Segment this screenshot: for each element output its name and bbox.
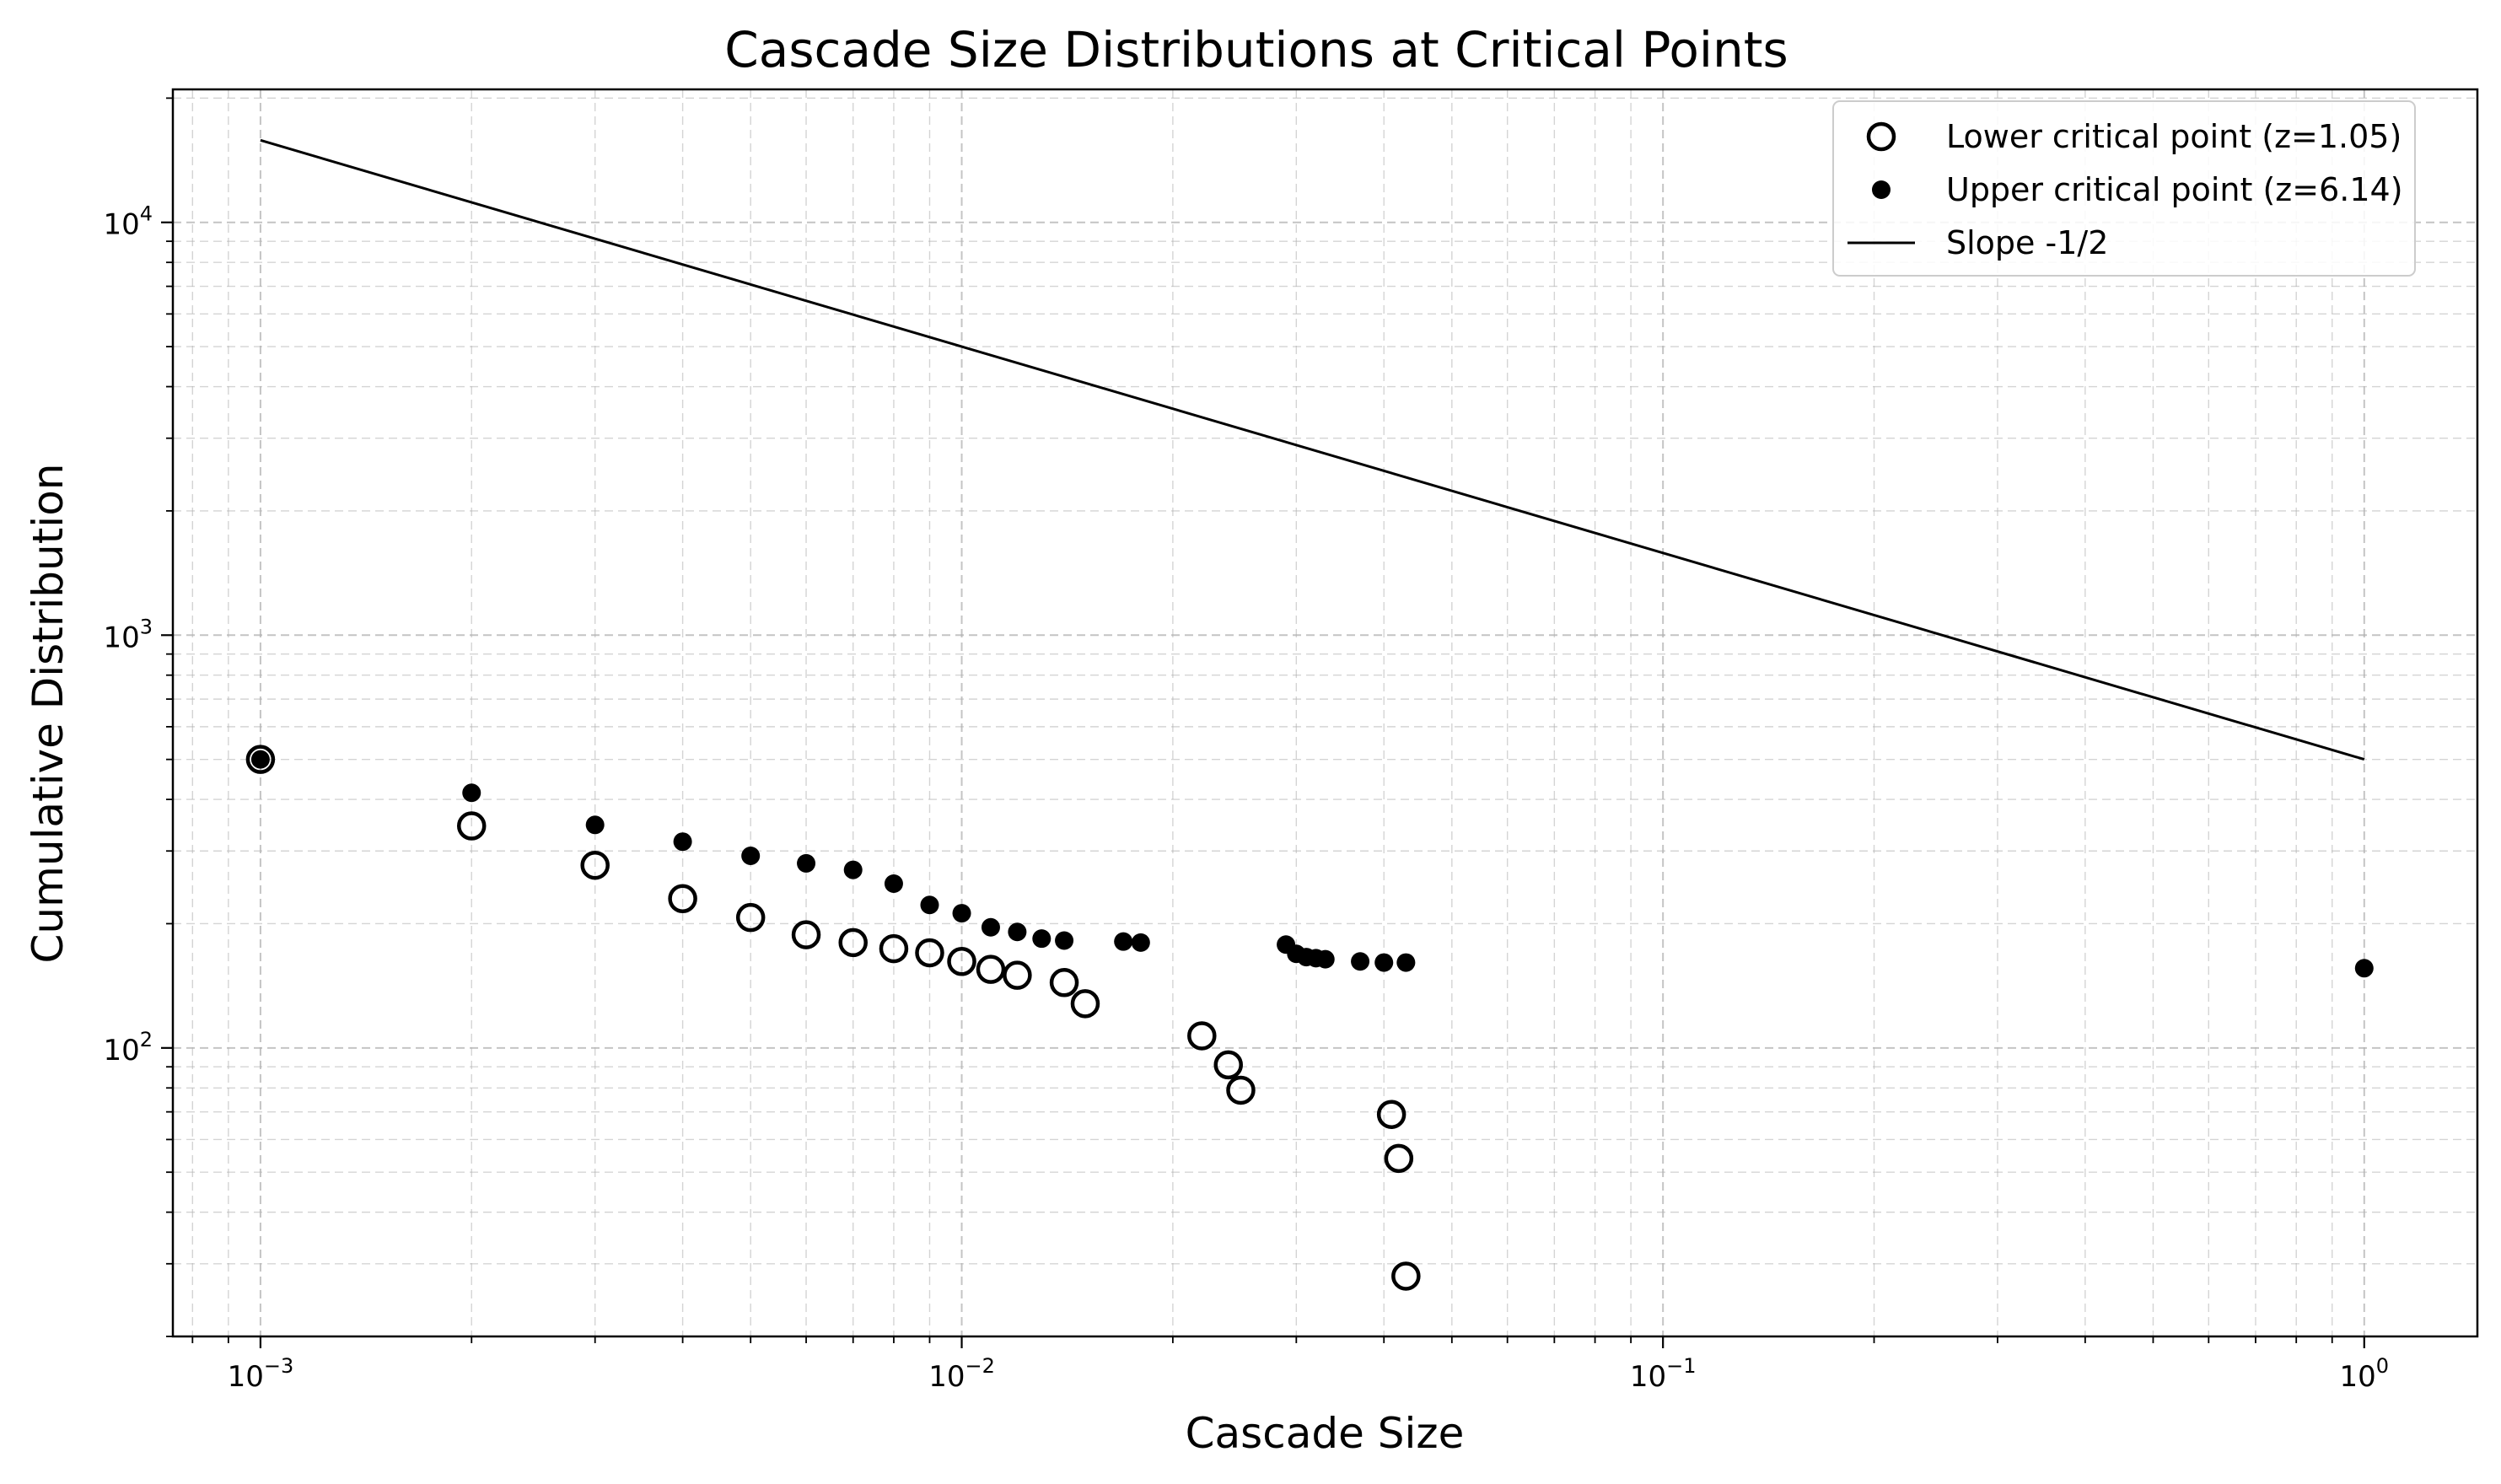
lower-critical-point (1070, 989, 1100, 1019)
y-axis-label: Cumulative Distribution (24, 464, 73, 964)
upper-critical-point (1374, 953, 1394, 972)
upper-critical-point (1032, 929, 1051, 949)
y-tick-label: 103 (103, 615, 153, 654)
lower-critical-point (1213, 1050, 1243, 1080)
legend-box (1832, 100, 2416, 277)
lower-critical-point (791, 920, 821, 949)
lower-critical-point (245, 745, 276, 774)
legend-marker-hollow (1866, 121, 1896, 152)
upper-critical-point (884, 874, 903, 894)
lower-critical-point (1187, 1021, 1217, 1051)
upper-critical-point (1396, 953, 1416, 972)
lower-critical-point (1376, 1100, 1406, 1129)
upper-critical-point (1008, 922, 1027, 942)
lower-critical-point (1049, 968, 1079, 997)
upper-critical-point (797, 853, 816, 873)
lower-critical-point (915, 938, 944, 968)
lower-critical-point (735, 902, 766, 933)
series-2 (250, 750, 2374, 978)
grid (173, 89, 2477, 1337)
upper-critical-point (1055, 931, 1074, 950)
x-tick-label: 100 (2340, 1354, 2390, 1394)
axis-ticks: 10−3 10−2 10−1 100 102 103 104 (103, 97, 2390, 1394)
x-tick-label: 10−1 (1630, 1354, 1697, 1394)
upper-critical-point (1315, 949, 1335, 969)
legend-marker-filled (1872, 180, 1891, 199)
legend-label: Slope -1/2 (1946, 224, 2108, 261)
upper-critical-point (250, 750, 270, 769)
upper-critical-point (920, 895, 939, 915)
legend: Lower critical point (z=1.05) Upper criti… (1832, 100, 2416, 277)
slope-reference-line (260, 138, 2365, 761)
upper-critical-point (585, 815, 605, 835)
lower-critical-point (1226, 1075, 1256, 1105)
x-tick-label: 10−2 (928, 1354, 995, 1394)
x-tick-label: 10−3 (228, 1354, 294, 1394)
x-axis-label: Cascade Size (1186, 1409, 1465, 1458)
lower-critical-point (580, 850, 610, 880)
lower-critical-point (838, 928, 868, 958)
y-tick-label: 104 (103, 202, 153, 242)
upper-critical-point (952, 904, 971, 923)
legend-label: Lower critical point (z=1.05) (1946, 118, 2401, 155)
series-3 (260, 138, 2365, 761)
legend-label: Upper critical point (z=6.14) (1946, 171, 2403, 208)
upper-critical-point (1114, 932, 1133, 951)
series-layer (245, 138, 2374, 1291)
upper-critical-point (1131, 933, 1150, 952)
lower-critical-point (456, 811, 487, 841)
upper-critical-point (741, 847, 761, 865)
lower-critical-point (879, 933, 909, 964)
lower-critical-point (976, 954, 1006, 984)
series-1 (245, 745, 1421, 1291)
lower-critical-point (1384, 1143, 1414, 1174)
upper-critical-point (981, 917, 1000, 937)
upper-critical-point (2354, 959, 2374, 978)
plot-area-frame (171, 88, 2479, 1338)
lower-critical-point (668, 884, 697, 913)
lower-critical-point (947, 947, 976, 976)
chart-title: Cascade Size Distributions at Critical P… (724, 21, 1788, 78)
lower-critical-point (1391, 1261, 1421, 1291)
upper-critical-point (843, 860, 863, 879)
y-tick-label: 102 (103, 1028, 153, 1067)
upper-critical-point (673, 832, 692, 852)
lower-critical-point (1003, 960, 1032, 990)
upper-critical-point (462, 783, 481, 803)
upper-critical-point (1351, 952, 1370, 971)
